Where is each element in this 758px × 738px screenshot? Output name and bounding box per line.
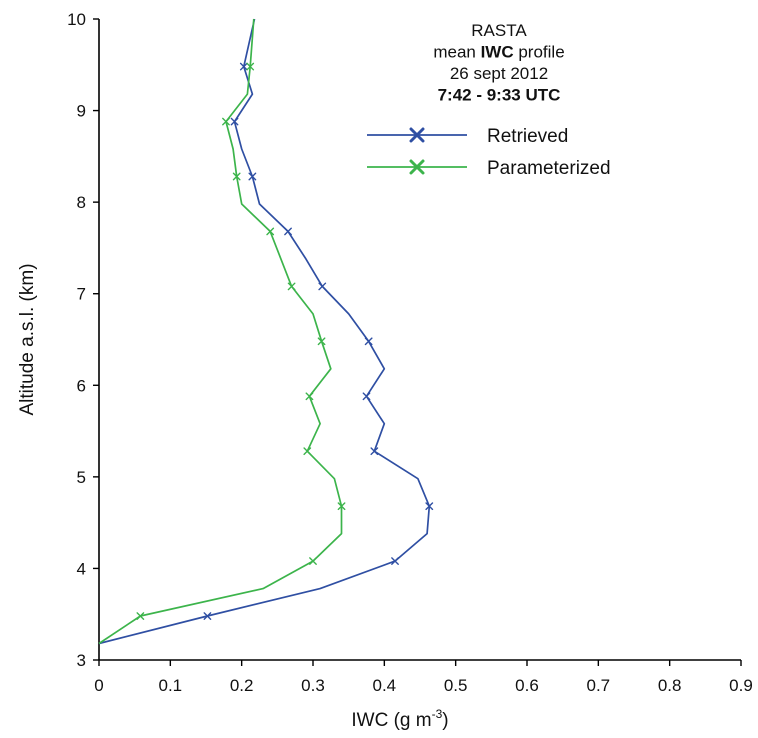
marker-stroke	[362, 392, 371, 401]
marker-stroke	[425, 502, 434, 511]
x-tick-label: 0.6	[515, 676, 539, 695]
series-group	[98, 18, 434, 645]
marker-stroke	[337, 502, 346, 511]
data-point-retrieved	[284, 227, 292, 236]
y-tick-label: 9	[77, 102, 86, 121]
legend-marker-retrieved	[409, 127, 425, 143]
marker-stroke	[370, 447, 379, 456]
chart-title-line: 7:42 - 9:33 UTC	[438, 86, 561, 105]
x-axis-title-sup: -3	[432, 707, 443, 721]
marker-stroke	[317, 337, 326, 346]
x-tick-label: 0.8	[658, 676, 682, 695]
marker-stroke	[391, 557, 399, 566]
data-point-retrieved	[391, 557, 399, 566]
marker-stroke	[305, 392, 314, 401]
series-line-parameterized	[98, 18, 343, 645]
data-point-parameterized	[246, 62, 255, 71]
marker-stroke	[232, 172, 241, 181]
data-point-retrieved	[248, 172, 257, 181]
title-text: profile	[514, 43, 565, 62]
x-tick-label: 0.9	[729, 676, 753, 695]
title-bold-text: IWC	[481, 43, 514, 62]
marker-stroke	[222, 117, 230, 126]
x-tick-label: 0.1	[159, 676, 183, 695]
x-axis-title-tail: )	[442, 710, 448, 731]
data-point-parameterized	[303, 447, 312, 456]
data-point-parameterized	[287, 282, 296, 291]
title-text: mean	[433, 43, 480, 62]
data-point-parameterized	[232, 172, 241, 181]
y-tick-label: 8	[77, 193, 86, 212]
data-point-retrieved	[364, 337, 373, 346]
title-text: 26 sept 2012	[450, 64, 548, 83]
data-point-retrieved	[370, 447, 379, 456]
data-point-retrieved	[239, 62, 248, 71]
series-parameterized	[98, 18, 346, 645]
data-point-parameterized	[266, 227, 275, 236]
x-axis-title: IWC (g m-3)	[351, 707, 448, 731]
x-tick-label: 0	[94, 676, 103, 695]
marker-stroke	[239, 62, 248, 71]
y-tick-label: 7	[77, 285, 86, 304]
data-point-retrieved	[230, 117, 239, 126]
data-point-parameterized	[305, 392, 314, 401]
data-point-parameterized	[309, 557, 317, 566]
y-tick-label: 5	[77, 468, 86, 487]
data-point-retrieved	[203, 612, 212, 620]
y-tick-label: 3	[77, 651, 86, 670]
data-point-parameterized	[337, 502, 346, 511]
axes: 0 0.1 0.2 0.3 0.4 0.5 0.6 0.7 0.8 0.9 3 4 5 6 7 8 9 10	[67, 10, 753, 695]
x-tick-label: 0.5	[444, 676, 468, 695]
y-tick-label: 4	[77, 559, 86, 578]
marker-stroke	[203, 612, 212, 620]
x-axis-title-base: IWC (g m	[351, 710, 431, 731]
data-point-parameterized	[317, 337, 326, 346]
x-tick-label: 0.7	[587, 676, 611, 695]
marker-stroke	[303, 447, 312, 456]
chart-title-line: mean IWC profile	[433, 43, 564, 62]
x-tick-label: 0.3	[301, 676, 325, 695]
marker-stroke	[364, 337, 373, 346]
data-point-retrieved	[425, 502, 434, 511]
chart-title-line: RASTA	[471, 21, 527, 40]
series-line-retrieved	[98, 18, 431, 645]
marker-stroke	[136, 612, 145, 620]
legend: Retrieved Parameterized	[367, 126, 611, 179]
chart-text: IWC (g m-3) Altitude a.s.l. (km) RASTA mean…	[17, 21, 565, 731]
series-retrieved	[98, 18, 434, 645]
legend-label-retrieved: Retrieved	[487, 126, 568, 147]
legend-label-parameterized: Parameterized	[487, 158, 611, 179]
marker-stroke	[248, 172, 257, 181]
data-point-parameterized	[136, 612, 145, 620]
marker-stroke	[309, 557, 317, 566]
x-tick-label: 0.2	[230, 676, 254, 695]
marker-stroke	[409, 127, 425, 143]
title-text: 7:42 - 9:33 UTC	[438, 86, 561, 105]
marker-stroke	[409, 159, 425, 175]
legend-marker-parameterized	[409, 159, 425, 175]
data-point-retrieved	[318, 282, 327, 291]
marker-stroke	[287, 282, 296, 291]
title-text: RASTA	[471, 21, 527, 40]
marker-stroke	[318, 282, 327, 291]
chart-title-line: 26 sept 2012	[450, 64, 548, 83]
y-tick-label: 6	[77, 376, 86, 395]
marker-stroke	[246, 62, 255, 71]
data-point-retrieved	[362, 392, 371, 401]
legend-item-parameterized: Parameterized	[367, 158, 611, 179]
x-tick-label: 0.4	[373, 676, 397, 695]
y-axis-title: Altitude a.s.l. (km)	[17, 263, 38, 415]
y-tick-label: 10	[67, 10, 86, 29]
data-point-parameterized	[222, 117, 230, 126]
marker-stroke	[266, 227, 275, 236]
marker-stroke	[284, 227, 292, 236]
marker-stroke	[230, 117, 239, 126]
legend-item-retrieved: Retrieved	[367, 126, 568, 147]
